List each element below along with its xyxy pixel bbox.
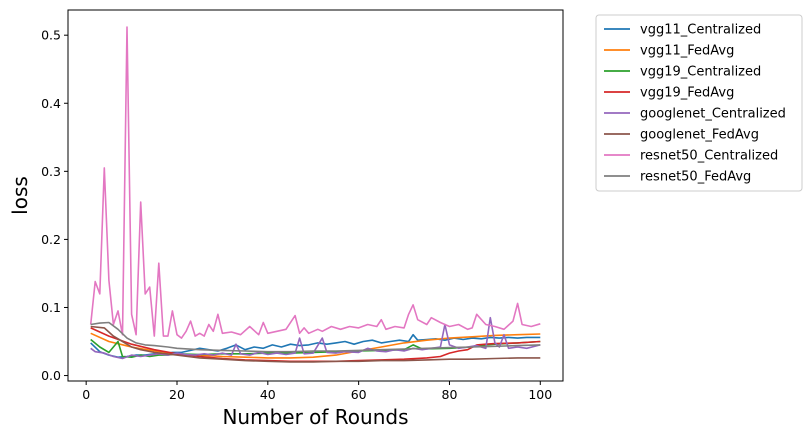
legend-frame <box>595 14 803 192</box>
plot-lines <box>89 26 541 363</box>
series-line-resnet50_Centralized <box>89 26 541 339</box>
y-tick-label: 0.5 <box>41 28 61 43</box>
x-tick-label: 0 <box>82 387 90 402</box>
series-line-resnet50_FedAvg <box>90 321 541 353</box>
y-tick-label: 0.3 <box>41 164 61 179</box>
y-tick-label: 0.1 <box>41 300 61 315</box>
legend-label: resnet50_Centralized <box>640 149 778 164</box>
legend-label: googlenet_Centralized <box>640 107 786 122</box>
x-tick-label: 100 <box>528 387 552 402</box>
y-tick-label: 0.4 <box>41 96 61 111</box>
legend: vgg11_Centralized vgg11_FedAvg vgg19_Centr… <box>595 14 803 192</box>
x-tick-label: 60 <box>351 387 367 402</box>
y-axis-ticks: 0.0 0.1 0.2 0.3 0.4 0.5 <box>41 28 68 383</box>
x-axis-ticks: 0 20 40 60 80 100 <box>82 381 552 402</box>
legend-label: resnet50_FedAvg <box>640 170 751 185</box>
x-tick-label: 40 <box>260 387 276 402</box>
legend-label: vgg19_Centralized <box>640 65 761 80</box>
legend-label: vgg19_FedAvg <box>640 86 734 101</box>
series-line-vgg11_FedAvg <box>90 332 541 359</box>
legend-label: vgg11_Centralized <box>640 23 761 38</box>
x-axis-label: Number of Rounds <box>222 405 408 429</box>
x-tick-label: 20 <box>169 387 185 402</box>
legend-label: vgg11_FedAvg <box>640 44 734 59</box>
plot-frame <box>67 9 564 382</box>
y-axis-label: loss <box>8 176 32 215</box>
x-tick-label: 80 <box>442 387 458 402</box>
y-tick-label: 0.0 <box>41 368 61 383</box>
y-tick-label: 0.2 <box>41 232 61 247</box>
legend-label: googlenet_FedAvg <box>640 128 759 143</box>
series-line-googlenet_FedAvg <box>90 325 541 363</box>
